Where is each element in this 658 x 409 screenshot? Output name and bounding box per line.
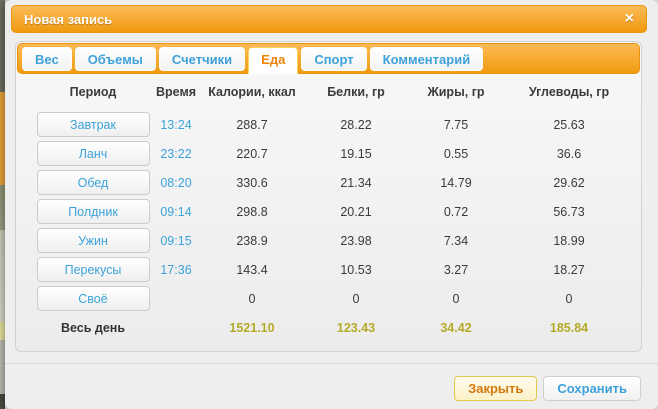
- fat-value: 0.72: [443, 204, 469, 219]
- calories-value: 330.6: [236, 175, 268, 190]
- column-header-period: Период: [69, 85, 117, 99]
- new-entry-dialog: Новая запись × Вес Объемы Счетчики Еда С…: [5, 0, 658, 409]
- tab-panel: Вес Объемы Счетчики Еда Спорт Комментари…: [15, 41, 642, 352]
- tab-counters[interactable]: Счетчики: [158, 47, 246, 71]
- fat-value: 3.27: [443, 262, 469, 277]
- time-link[interactable]: 09:15: [160, 233, 192, 248]
- carbs-value: 36.6: [556, 146, 582, 161]
- dialog-titlebar[interactable]: Новая запись ×: [11, 5, 647, 33]
- time-link[interactable]: 23:22: [160, 146, 192, 161]
- carbs-value: 0: [565, 291, 573, 306]
- table-row: Завтрак 13:24 288.7 28.22 7.75 25.63: [34, 110, 627, 139]
- carbs-value: 18.99: [553, 233, 585, 248]
- calories-value: 238.9: [236, 233, 268, 248]
- protein-value: 20.21: [340, 204, 372, 219]
- period-button-lunch[interactable]: Ланч: [36, 141, 150, 166]
- column-header-carbs: Углеводы, гр: [528, 85, 610, 99]
- tab-sport[interactable]: Спорт: [301, 47, 367, 71]
- time-link[interactable]: 08:20: [160, 175, 192, 190]
- total-carbs: 185.84: [549, 321, 589, 335]
- total-protein: 123.43: [336, 321, 376, 335]
- total-fat: 34.42: [440, 321, 472, 335]
- tab-volumes[interactable]: Объемы: [74, 47, 156, 71]
- table-row: Ужин 09:15 238.9 23.98 7.34 18.99: [34, 226, 627, 255]
- calories-value: 0: [248, 291, 256, 306]
- footer-divider: [5, 363, 658, 364]
- time-link[interactable]: 09:14: [160, 204, 192, 219]
- table-row: Обед 08:20 330.6 21.34 14.79 29.62: [34, 168, 627, 197]
- column-header-calories: Калории, ккал: [208, 85, 296, 99]
- protein-value: 21.34: [340, 175, 372, 190]
- calories-value: 288.7: [236, 117, 268, 132]
- calories-value: 298.8: [236, 204, 268, 219]
- protein-value: 28.22: [340, 117, 372, 132]
- total-calories: 1521.10: [229, 321, 275, 335]
- fat-value: 7.75: [443, 117, 469, 132]
- close-icon[interactable]: ×: [624, 10, 634, 27]
- fat-value: 14.79: [440, 175, 472, 190]
- tab-bar: Вес Объемы Счетчики Еда Спорт Комментари…: [17, 43, 640, 74]
- table-row: Своё 0 0 0 0: [34, 284, 627, 313]
- total-row: Весь день 1521.10 123.43 34.42 185.84: [34, 313, 627, 343]
- period-button-custom[interactable]: Своё: [36, 286, 150, 311]
- protein-value: 19.15: [340, 146, 372, 161]
- period-button-breakfast[interactable]: Завтрак: [36, 112, 150, 137]
- table-row: Перекусы 17:36 143.4 10.53 3.27 18.27: [34, 255, 627, 284]
- calories-value: 143.4: [236, 262, 268, 277]
- column-header-protein: Белки, гр: [327, 85, 385, 99]
- dialog-footer: Закрыть Сохранить: [454, 376, 641, 401]
- fat-value: 0: [452, 291, 460, 306]
- save-button[interactable]: Сохранить: [543, 376, 641, 401]
- fat-value: 0.55: [443, 146, 469, 161]
- period-button-snacks[interactable]: Перекусы: [36, 257, 150, 282]
- carbs-value: 29.62: [553, 175, 585, 190]
- food-table: Период Время Калории, ккал Белки, гр Жир…: [34, 74, 627, 343]
- time-link[interactable]: 13:24: [160, 117, 192, 132]
- column-header-time: Время: [156, 85, 196, 99]
- period-button-afternoon-snack[interactable]: Полдник: [36, 199, 150, 224]
- table-row: Ланч 23:22 220.7 19.15 0.55 36.6: [34, 139, 627, 168]
- period-button-supper[interactable]: Ужин: [36, 228, 150, 253]
- close-button[interactable]: Закрыть: [454, 376, 538, 401]
- period-button-dinner[interactable]: Обед: [36, 170, 150, 195]
- table-header-row: Период Время Калории, ккал Белки, гр Жир…: [34, 74, 627, 110]
- page-behind-strip: [0, 0, 5, 409]
- calories-value: 220.7: [236, 146, 268, 161]
- fat-value: 7.34: [443, 233, 469, 248]
- dialog-title: Новая запись: [24, 11, 113, 27]
- protein-value: 0: [352, 291, 360, 306]
- protein-value: 10.53: [340, 262, 372, 277]
- total-label: Весь день: [60, 321, 126, 335]
- tab-comment[interactable]: Комментарий: [369, 47, 484, 71]
- carbs-value: 18.27: [553, 262, 585, 277]
- protein-value: 23.98: [340, 233, 372, 248]
- tab-food[interactable]: Еда: [248, 47, 299, 74]
- carbs-value: 25.63: [553, 117, 585, 132]
- tab-weight[interactable]: Вес: [22, 47, 72, 71]
- time-link[interactable]: 17:36: [160, 262, 192, 277]
- table-row: Полдник 09:14 298.8 20.21 0.72 56.73: [34, 197, 627, 226]
- carbs-value: 56.73: [553, 204, 585, 219]
- column-header-fat: Жиры, гр: [427, 85, 485, 99]
